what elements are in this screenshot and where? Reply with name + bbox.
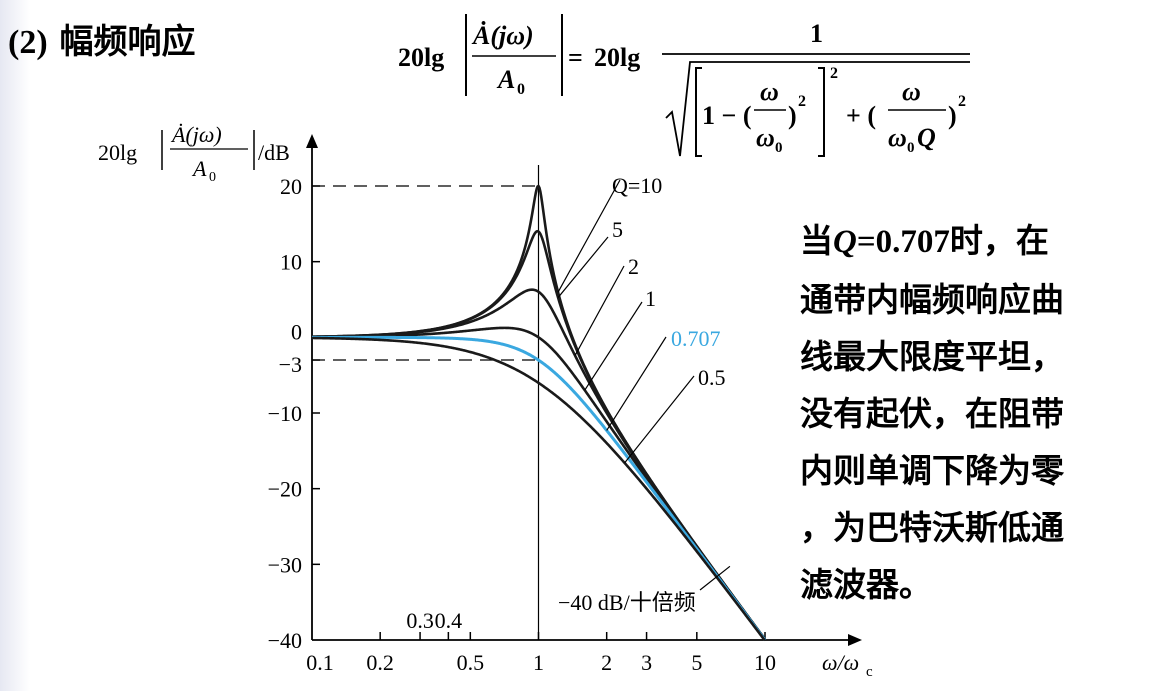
curve-label-leader bbox=[624, 375, 695, 464]
formula-lhs-numerator: Ȧ(jω) bbox=[471, 21, 534, 50]
transfer-formula: 20lg Ȧ(jω) A 0 = 20lg 1 1 − ( ω ω 0 ) 2 … bbox=[398, 14, 970, 157]
x-tick-label: 10 bbox=[754, 650, 776, 675]
curve-label: 2 bbox=[628, 254, 639, 279]
y-tick-label: −20 bbox=[268, 477, 302, 502]
formula-square-2: 2 bbox=[958, 93, 966, 110]
section-title-text: 幅频响应 bbox=[59, 22, 196, 62]
y-axis-label-denominator-sub: 0 bbox=[209, 170, 216, 185]
y-axis-label-denominator: A bbox=[191, 156, 207, 181]
note-line-6: ，为巴特沃斯低通 bbox=[800, 508, 1064, 547]
y-axis-arrow bbox=[306, 134, 318, 148]
section-title: (2) 幅频响应 bbox=[8, 14, 196, 63]
formula-omega0q-sub: 0 bbox=[907, 140, 915, 156]
formula-rhs-prefix: 20lg bbox=[594, 43, 640, 72]
butterworth-note: 当Q=0.707时，在 通带内幅频响应曲 线最大限度平坦， 没有起伏，在阻带 内… bbox=[800, 212, 1130, 613]
note-line-7: 滤波器。 bbox=[800, 565, 932, 604]
formula-lhs-prefix: 20lg bbox=[398, 43, 444, 72]
x-tick-label: 0.5 bbox=[457, 650, 485, 675]
y-tick-label: −10 bbox=[268, 401, 302, 426]
note-line-1: 当Q=0.707时，在 bbox=[800, 221, 1049, 260]
formula-omega: ω bbox=[760, 77, 779, 106]
y-axis-label-unit: /dB bbox=[258, 140, 290, 165]
x-tick-label-upper: 0.3 bbox=[406, 608, 434, 633]
formula-one-minus: 1 − ( bbox=[702, 101, 751, 130]
formula-omega-2: ω bbox=[902, 77, 921, 106]
formula-square-outer: 2 bbox=[830, 65, 838, 82]
y-tick-label: 10 bbox=[280, 250, 302, 275]
slope-annotation-leader bbox=[699, 565, 731, 591]
x-tick-label: 2 bbox=[601, 650, 612, 675]
curve-label: Q=10 bbox=[612, 173, 662, 198]
formula-close-paren-2: ) bbox=[948, 101, 957, 130]
slope-annotation: −40 dB/十倍频 bbox=[558, 590, 696, 615]
x-tick-label: 1 bbox=[533, 650, 544, 675]
x-axis-label-sub: c bbox=[866, 664, 873, 680]
curve-label-leader bbox=[606, 336, 667, 431]
curve-label: 5 bbox=[612, 217, 623, 242]
formula-close-paren-1: ) bbox=[788, 101, 797, 130]
formula-lhs-denominator: A bbox=[496, 65, 515, 94]
curve-label: 1 bbox=[645, 286, 656, 311]
x-axis-arrow bbox=[848, 634, 862, 646]
x-tick-label: 0.2 bbox=[366, 650, 394, 675]
formula-omega0: ω bbox=[756, 123, 775, 152]
formula-q: Q bbox=[917, 123, 936, 152]
formula-lhs-denominator-sub: 0 bbox=[517, 81, 525, 98]
x-axis-label: ω/ω bbox=[822, 650, 859, 675]
curve-label: 0.707 bbox=[671, 326, 721, 351]
note-line-5: 内则单调下降为零 bbox=[800, 451, 1064, 490]
x-tick-label: 3 bbox=[641, 650, 652, 675]
formula-plus: + ( bbox=[846, 101, 876, 130]
formula-equals: = bbox=[568, 43, 583, 72]
note-line-4: 没有起伏，在阻带 bbox=[800, 394, 1064, 433]
x-tick-label: 5 bbox=[691, 650, 702, 675]
curve-label: 0.5 bbox=[698, 365, 726, 390]
y-axis-label-prefix: 20lg bbox=[98, 140, 137, 165]
formula-omega0q: ω bbox=[888, 123, 907, 152]
y-tick-label: −3 bbox=[279, 352, 302, 377]
y-tick-label: −40 bbox=[268, 628, 302, 653]
y-tick-label: 20 bbox=[280, 174, 302, 199]
note-line-2: 通带内幅频响应曲 bbox=[800, 280, 1064, 319]
curve-label-leader bbox=[584, 301, 643, 391]
note-line-3: 线最大限度平坦， bbox=[800, 337, 1064, 376]
section-number: (2) bbox=[8, 24, 48, 61]
y-axis-label-numerator: Ȧ(jω) bbox=[170, 122, 222, 147]
formula-square-1: 2 bbox=[798, 93, 806, 110]
formula-omega0-sub: 0 bbox=[775, 140, 783, 156]
formula-rhs-numerator: 1 bbox=[810, 19, 823, 48]
curve-label-leader bbox=[557, 236, 609, 298]
response-curve bbox=[311, 335, 767, 641]
x-tick-label: 0.1 bbox=[306, 650, 334, 675]
curve-label-leader bbox=[557, 179, 621, 293]
curves-layer bbox=[311, 184, 767, 642]
x-tick-label-upper: 0.4 bbox=[435, 608, 463, 633]
y-tick-label: 0 bbox=[291, 319, 302, 344]
response-curve bbox=[311, 336, 766, 642]
curve-label-leader bbox=[574, 265, 625, 356]
y-tick-label: −30 bbox=[268, 552, 302, 577]
